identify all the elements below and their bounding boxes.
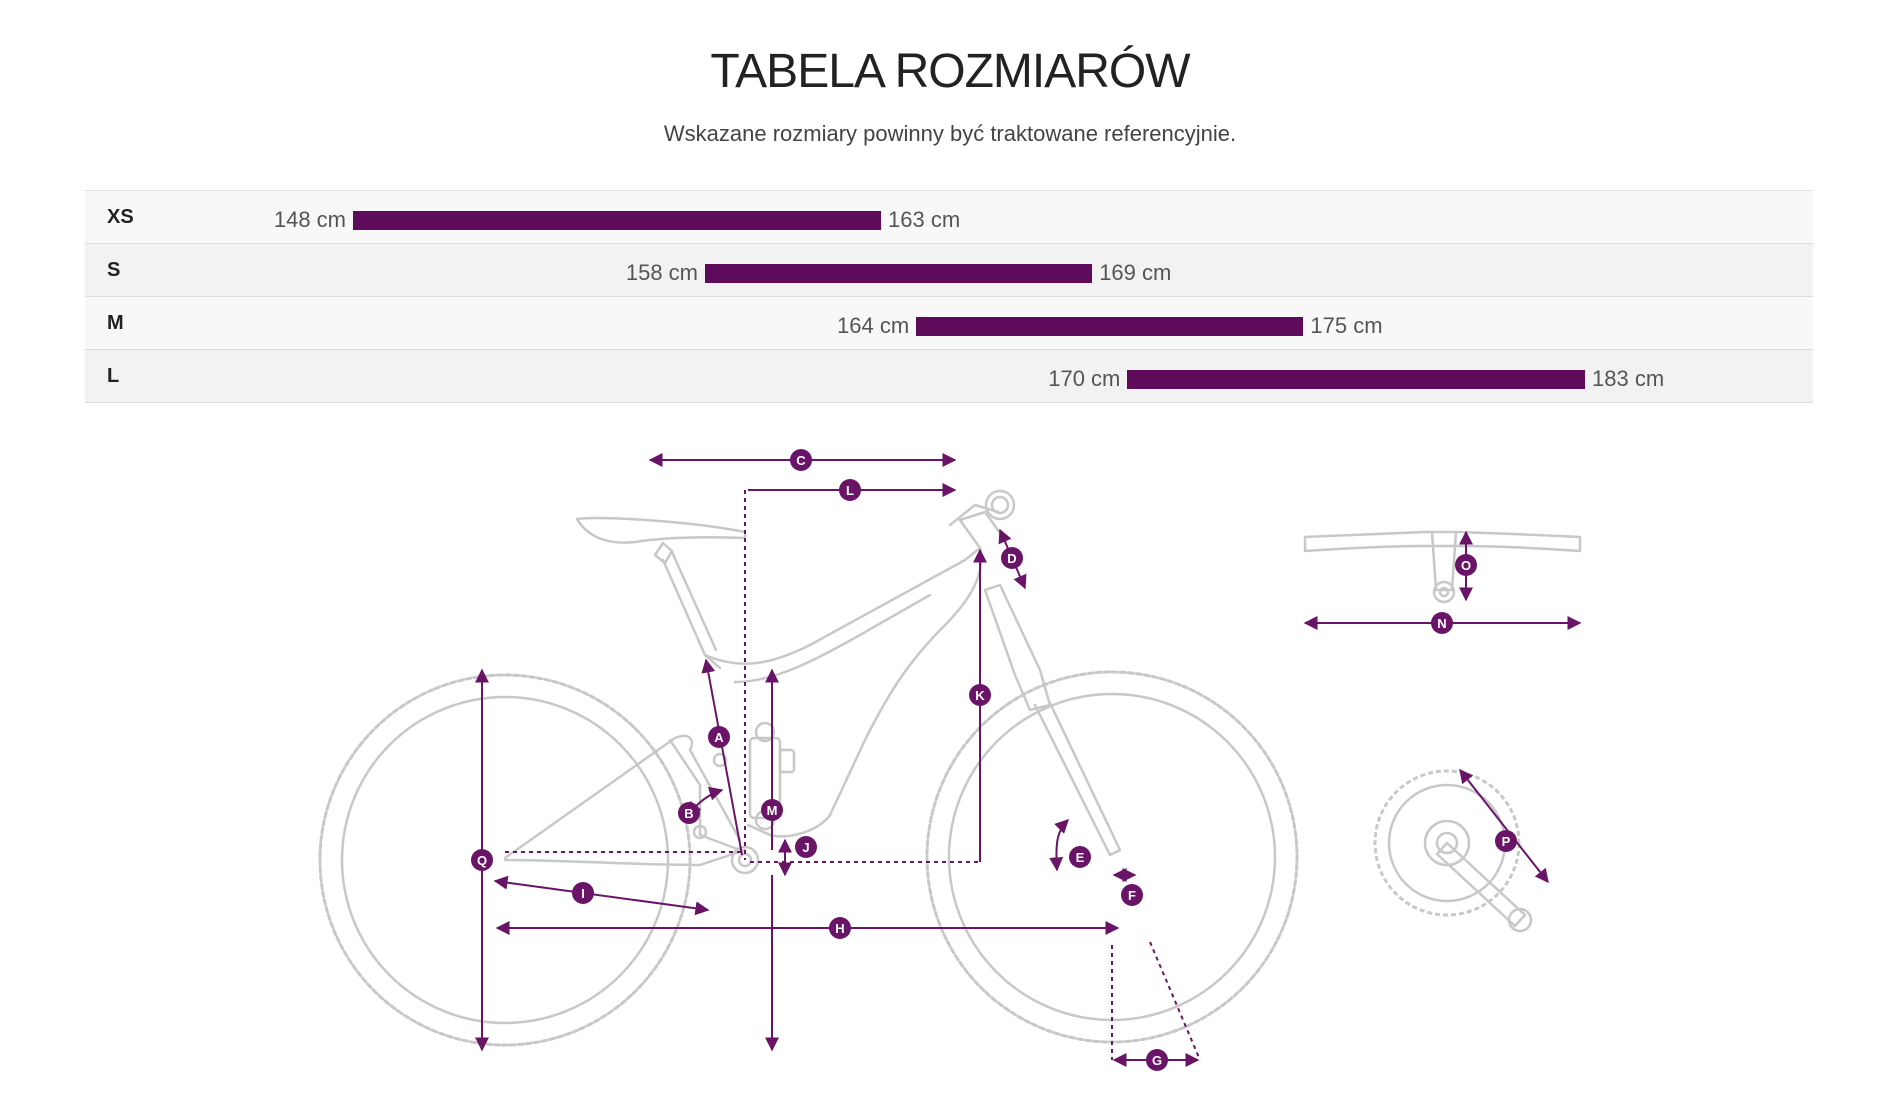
svg-text:P: P bbox=[1502, 834, 1511, 849]
svg-text:D: D bbox=[1007, 551, 1016, 566]
svg-text:N: N bbox=[1437, 616, 1446, 631]
bike-illustration bbox=[318, 489, 1299, 1047]
label-l: L bbox=[839, 479, 861, 501]
label-k: K bbox=[969, 684, 991, 706]
svg-text:E: E bbox=[1076, 850, 1085, 865]
size-label: L bbox=[107, 365, 120, 387]
handlebar-detail bbox=[1303, 530, 1582, 604]
min-height-label: 170 cm bbox=[1048, 366, 1121, 391]
svg-text:C: C bbox=[796, 453, 806, 468]
dim-p-line bbox=[1459, 768, 1549, 884]
size-chart-table: XS 148 cm 163 cm S 158 cm 169 cm M 164 c… bbox=[85, 190, 1813, 403]
bottom-bracket bbox=[730, 845, 760, 875]
svg-text:I: I bbox=[581, 886, 585, 901]
label-a: A bbox=[708, 726, 730, 748]
page-subtitle: Wskazane rozmiary powinny być traktowane… bbox=[663, 121, 1237, 146]
height-range-bar bbox=[1127, 370, 1585, 389]
frame-down-tube-inner bbox=[733, 593, 932, 684]
svg-text:K: K bbox=[975, 688, 985, 703]
rear-tire bbox=[318, 673, 692, 1047]
size-label: M bbox=[107, 312, 124, 334]
height-range-bar bbox=[353, 211, 881, 230]
frame-top-tube bbox=[703, 546, 983, 838]
svg-text:O: O bbox=[1461, 558, 1471, 573]
handlebar-clamp bbox=[984, 489, 1016, 521]
max-height-label: 175 cm bbox=[1310, 313, 1383, 338]
size-label: S bbox=[107, 259, 121, 281]
stem bbox=[948, 503, 1000, 527]
label-c: C bbox=[790, 449, 812, 471]
label-m: M bbox=[761, 799, 783, 821]
min-height-label: 148 cm bbox=[273, 207, 346, 232]
label-i: I bbox=[572, 882, 594, 904]
max-height-label: 163 cm bbox=[888, 207, 961, 232]
label-o: O bbox=[1455, 554, 1477, 576]
label-b: B bbox=[678, 802, 700, 824]
page-title: TABELA ROZMIARÓW bbox=[710, 45, 1190, 98]
head-tube bbox=[958, 510, 1007, 550]
svg-text:A: A bbox=[714, 730, 724, 745]
label-q: Q bbox=[471, 849, 493, 871]
size-row-s: S 158 cm 169 cm bbox=[85, 244, 1813, 297]
label-h: H bbox=[829, 917, 851, 939]
fork bbox=[983, 583, 1052, 712]
min-height-label: 164 cm bbox=[837, 313, 910, 338]
label-g: G bbox=[1146, 1049, 1168, 1071]
dim-i-line bbox=[493, 875, 710, 916]
saddle bbox=[575, 516, 747, 544]
size-row-xs: XS 148 cm 163 cm bbox=[85, 191, 1813, 244]
svg-text:B: B bbox=[684, 806, 693, 821]
svg-text:L: L bbox=[846, 483, 854, 498]
max-height-label: 183 cm bbox=[1592, 366, 1665, 391]
size-row-l: L 170 cm 183 cm bbox=[85, 350, 1813, 403]
svg-text:G: G bbox=[1152, 1053, 1162, 1068]
rear-rim bbox=[340, 695, 670, 1025]
fork-lower bbox=[1033, 701, 1122, 857]
label-p: P bbox=[1495, 830, 1517, 852]
dim-e-arc bbox=[1049, 819, 1069, 872]
min-height-label: 158 cm bbox=[625, 260, 698, 285]
size-label: XS bbox=[107, 206, 134, 228]
svg-text:M: M bbox=[767, 803, 778, 818]
dim-a-line bbox=[701, 658, 743, 856]
size-row-m: M 164 cm 175 cm bbox=[85, 297, 1813, 350]
label-d: D bbox=[1001, 547, 1023, 569]
svg-text:J: J bbox=[802, 840, 809, 855]
max-height-label: 169 cm bbox=[1099, 260, 1172, 285]
svg-text:H: H bbox=[835, 921, 844, 936]
svg-text:Q: Q bbox=[477, 853, 487, 868]
svg-text:F: F bbox=[1128, 888, 1136, 903]
chainstay bbox=[503, 848, 747, 867]
measurement-labels: C L D K A M B J E F Q I H G O N P bbox=[471, 449, 1517, 1071]
height-range-bar bbox=[916, 317, 1304, 336]
height-range-bar bbox=[705, 264, 1093, 283]
label-j: J bbox=[795, 836, 817, 858]
label-e: E bbox=[1069, 846, 1091, 868]
seat-tube bbox=[661, 550, 722, 670]
seatstay bbox=[503, 734, 742, 860]
bike-geometry-diagram: C L D K A M B J E F Q I H G O N P bbox=[318, 449, 1582, 1071]
label-f: F bbox=[1121, 884, 1143, 906]
label-n: N bbox=[1431, 612, 1453, 634]
measurement-lines bbox=[475, 453, 1582, 1067]
